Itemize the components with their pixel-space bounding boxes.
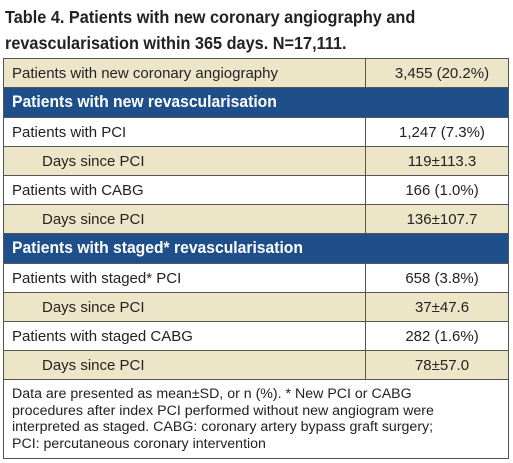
table-footnote: Data are presented as mean±SD, or n (%).… <box>4 380 508 458</box>
table-row: Days since PCI 119±113.3 <box>4 147 508 176</box>
row-value: 78±57.0 <box>414 356 470 374</box>
footnote-line: Data are presented as mean±SD, or n (%).… <box>12 386 412 402</box>
row-label: Patients with new coronary angiography <box>4 59 366 87</box>
table-row: Days since PCI 37±47.6 <box>4 293 508 322</box>
row-value: 166 (1.0%) <box>405 181 479 199</box>
row-value: 3,455 (20.2%) <box>394 64 490 82</box>
row-value: 136±107.7 <box>406 210 478 228</box>
table-row: Patients with staged* PCI 658 (3.8%) <box>4 264 508 293</box>
section-header: Patients with new revascularisation <box>4 88 508 118</box>
table-title-line-2: revascularisation within 365 days. N=17,… <box>5 33 347 53</box>
table-title-line-1: Table 4. Patients with new coronary angi… <box>5 7 416 27</box>
section-header-label: Patients with staged* revascularisation <box>12 239 303 257</box>
table-row: Days since PCI 136±107.7 <box>4 205 508 234</box>
section-header: Patients with staged* revascularisation <box>4 234 508 264</box>
row-label: Days since PCI <box>4 205 366 233</box>
table-row: Patients with CABG 166 (1.0%) <box>4 176 508 205</box>
row-label: Patients with CABG <box>4 176 366 204</box>
table-row: Patients with PCI 1,247 (7.3%) <box>4 118 508 147</box>
footnote-line: procedures after index PCI performed wit… <box>12 402 434 419</box>
section-header-label: Patients with new revascularisation <box>12 93 277 111</box>
row-label: Patients with staged CABG <box>4 322 366 350</box>
row-label: Days since PCI <box>4 351 366 379</box>
table-row: Patients with staged CABG 282 (1.6%) <box>4 322 508 351</box>
row-label: Days since PCI <box>4 293 366 321</box>
row-label: Patients with PCI <box>4 118 366 146</box>
row-label: Days since PCI <box>4 147 366 175</box>
row-value: 658 (3.8%) <box>405 269 479 287</box>
row-value: 119±113.3 <box>407 152 477 170</box>
table-row: Patients with new coronary angiography 3… <box>4 59 508 88</box>
table-row: Days since PCI 78±57.0 <box>4 351 508 380</box>
row-value: 37±47.6 <box>414 298 470 316</box>
footnote-line: interpreted as staged. CABG: coronary ar… <box>12 419 434 435</box>
row-label: Patients with staged* PCI <box>4 264 366 292</box>
data-table: Patients with new coronary angiography 3… <box>3 58 509 459</box>
table-title: Table 4. Patients with new coronary angi… <box>5 4 475 56</box>
row-value: 1,247 (7.3%) <box>399 123 485 141</box>
row-value: 282 (1.6%) <box>405 327 479 345</box>
footnote-line: PCI: percutaneous coronary intervention <box>12 435 266 452</box>
